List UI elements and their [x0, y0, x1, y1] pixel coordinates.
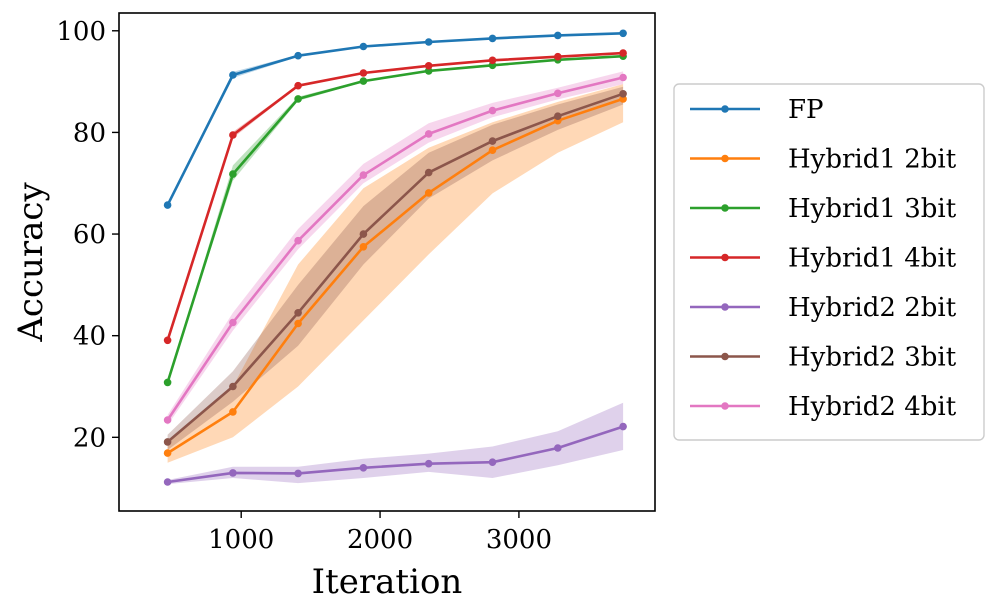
point-hybrid1-2bit: [229, 408, 237, 416]
point-hybrid2-2bit: [294, 469, 302, 478]
point-hybrid2-4bit: [163, 416, 172, 424]
point-hybrid2-4bit: [488, 106, 497, 115]
point-hybrid1-4bit: [359, 69, 368, 77]
y-axis-label: Accuracy: [11, 182, 51, 343]
x-tick-label: 2000: [347, 525, 413, 555]
x-tick-label: 3000: [486, 525, 552, 555]
series-markers: [163, 29, 627, 486]
point-hybrid2-2bit: [229, 469, 237, 477]
point-hybrid2-2bit: [488, 458, 497, 467]
point-hybrid2-4bit: [359, 171, 368, 179]
point-hybrid2-2bit: [163, 478, 172, 486]
point-hybrid1-3bit: [294, 95, 302, 103]
point-hybrid2-3bit: [488, 137, 497, 145]
point-fp: [554, 31, 562, 40]
legend-label-hybrid2-3bit: Hybrid2 3bit: [788, 343, 957, 373]
point-hybrid2-4bit: [294, 236, 302, 245]
series-lines: [166, 32, 624, 484]
line-hybrid2-4bit: [166, 76, 624, 421]
point-fp: [424, 38, 433, 46]
point-hybrid2-2bit: [359, 464, 368, 472]
point-hybrid2-3bit: [229, 382, 237, 391]
point-hybrid2-3bit: [424, 168, 433, 177]
legend-marker-hybrid2-4bit: [721, 402, 729, 410]
point-fp: [294, 51, 302, 60]
point-hybrid2-3bit: [163, 438, 172, 446]
point-hybrid1-2bit: [294, 319, 302, 328]
legend-label-hybrid2-2bit: Hybrid2 2bit: [788, 293, 957, 323]
point-hybrid1-2bit: [163, 449, 172, 457]
point-hybrid1-4bit: [619, 49, 627, 57]
point-hybrid2-2bit: [424, 459, 433, 468]
x-tick-label: 1000: [208, 525, 274, 555]
legend-marker-fp: [721, 105, 729, 113]
y-axis-ticks: 20 40 60 80 100: [56, 17, 119, 453]
line-hybrid1-4bit: [166, 51, 624, 341]
point-hybrid1-4bit: [294, 81, 302, 90]
point-fp: [229, 71, 237, 79]
point-hybrid2-2bit: [554, 444, 562, 452]
point-fp: [359, 42, 368, 51]
point-hybrid1-2bit: [488, 146, 497, 154]
band-hybrid1-2bit: [167, 84, 624, 463]
x-axis-ticks: 1000 2000 3000: [208, 511, 552, 555]
x-axis-label: Iteration: [312, 562, 463, 602]
point-hybrid1-4bit: [229, 131, 237, 139]
point-hybrid1-4bit: [163, 336, 172, 345]
point-hybrid1-3bit: [359, 77, 368, 85]
point-hybrid2-3bit: [554, 112, 562, 120]
legend-marker-hybrid1-2bit: [721, 154, 729, 163]
y-tick-label: 80: [73, 118, 106, 148]
point-hybrid2-4bit: [619, 73, 627, 82]
confidence-bands: [167, 32, 624, 485]
line-hybrid2-3bit: [166, 92, 624, 443]
point-hybrid1-4bit: [554, 52, 562, 61]
y-tick-label: 20: [73, 423, 106, 453]
line-hybrid1-2bit: [166, 97, 624, 455]
legend-label-hybrid1-3bit: Hybrid1 3bit: [788, 194, 957, 224]
point-hybrid1-4bit: [424, 62, 433, 70]
point-hybrid2-3bit: [294, 309, 302, 317]
point-hybrid2-4bit: [424, 130, 433, 138]
line-hybrid1-3bit: [166, 54, 624, 383]
plot-frame: [118, 12, 656, 512]
point-hybrid2-4bit: [229, 318, 237, 327]
point-hybrid1-3bit: [229, 170, 237, 178]
legend-marker-hybrid2-2bit: [721, 303, 729, 311]
point-hybrid1-3bit: [163, 378, 172, 387]
legend-frame: [673, 83, 985, 441]
point-hybrid1-2bit: [424, 189, 433, 197]
legend-marker-hybrid1-4bit: [721, 253, 729, 262]
point-fp: [619, 29, 627, 38]
point-hybrid2-4bit: [554, 89, 562, 98]
band-hybrid2-3bit: [167, 86, 624, 450]
legend-marker-hybrid1-3bit: [721, 204, 729, 212]
band-hybrid2-2bit: [167, 402, 624, 485]
point-fp: [488, 34, 497, 43]
legend-label-hybrid2-4bit: Hybrid2 4bit: [788, 392, 957, 422]
legend: FP Hybrid1 2bit Hybrid1 3bit Hybrid1 4bit Hy…: [673, 83, 985, 441]
y-tick-label: 100: [56, 17, 106, 47]
y-tick-label: 60: [73, 220, 106, 250]
line-hybrid2-2bit: [167, 425, 624, 484]
legend-label-hybrid1-2bit: Hybrid1 2bit: [788, 145, 957, 175]
legend-marker-hybrid2-3bit: [721, 352, 729, 361]
point-hybrid2-3bit: [619, 90, 627, 98]
point-fp: [163, 201, 172, 209]
point-hybrid2-2bit: [619, 422, 627, 431]
legend-label-hybrid1-4bit: Hybrid1 4bit: [788, 244, 957, 274]
legend-label-fp: FP: [788, 95, 824, 125]
y-tick-label: 40: [73, 322, 106, 352]
point-hybrid1-4bit: [488, 56, 497, 65]
point-hybrid1-2bit: [359, 243, 368, 251]
point-hybrid2-3bit: [359, 230, 368, 238]
line-fp: [166, 32, 624, 206]
